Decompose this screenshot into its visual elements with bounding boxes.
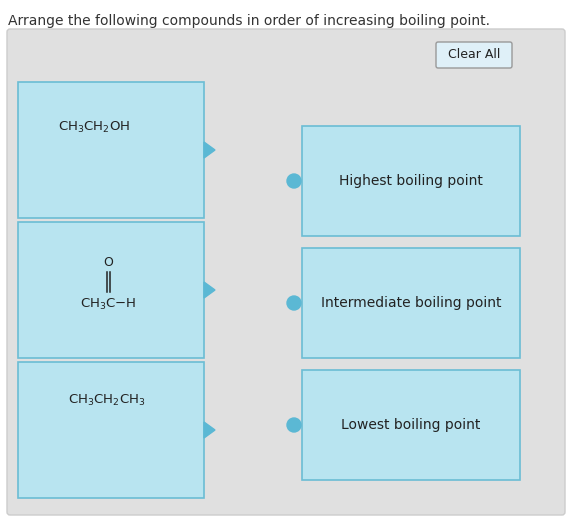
Circle shape [287, 174, 301, 188]
Circle shape [287, 296, 301, 310]
Text: O: O [103, 256, 113, 268]
Text: $\mathregular{CH_3CH_2CH_3}$: $\mathregular{CH_3CH_2CH_3}$ [68, 392, 145, 407]
FancyBboxPatch shape [302, 370, 520, 480]
Circle shape [287, 418, 301, 432]
Text: Arrange the following compounds in order of increasing boiling point.: Arrange the following compounds in order… [8, 14, 490, 28]
FancyBboxPatch shape [436, 42, 512, 68]
Polygon shape [204, 142, 215, 158]
FancyBboxPatch shape [302, 126, 520, 236]
Text: Lowest boiling point: Lowest boiling point [342, 418, 481, 432]
FancyBboxPatch shape [7, 29, 565, 515]
FancyBboxPatch shape [18, 222, 204, 358]
Text: $\mathregular{CH_3CH_2OH}$: $\mathregular{CH_3CH_2OH}$ [58, 119, 130, 134]
FancyBboxPatch shape [18, 362, 204, 498]
Polygon shape [204, 422, 215, 438]
Text: Highest boiling point: Highest boiling point [339, 174, 483, 188]
Text: $\mathregular{CH_3C{-}H}$: $\mathregular{CH_3C{-}H}$ [80, 297, 136, 312]
Text: Intermediate boiling point: Intermediate boiling point [321, 296, 501, 310]
Text: Clear All: Clear All [448, 49, 500, 62]
FancyBboxPatch shape [18, 82, 204, 218]
FancyBboxPatch shape [302, 248, 520, 358]
Polygon shape [204, 282, 215, 298]
